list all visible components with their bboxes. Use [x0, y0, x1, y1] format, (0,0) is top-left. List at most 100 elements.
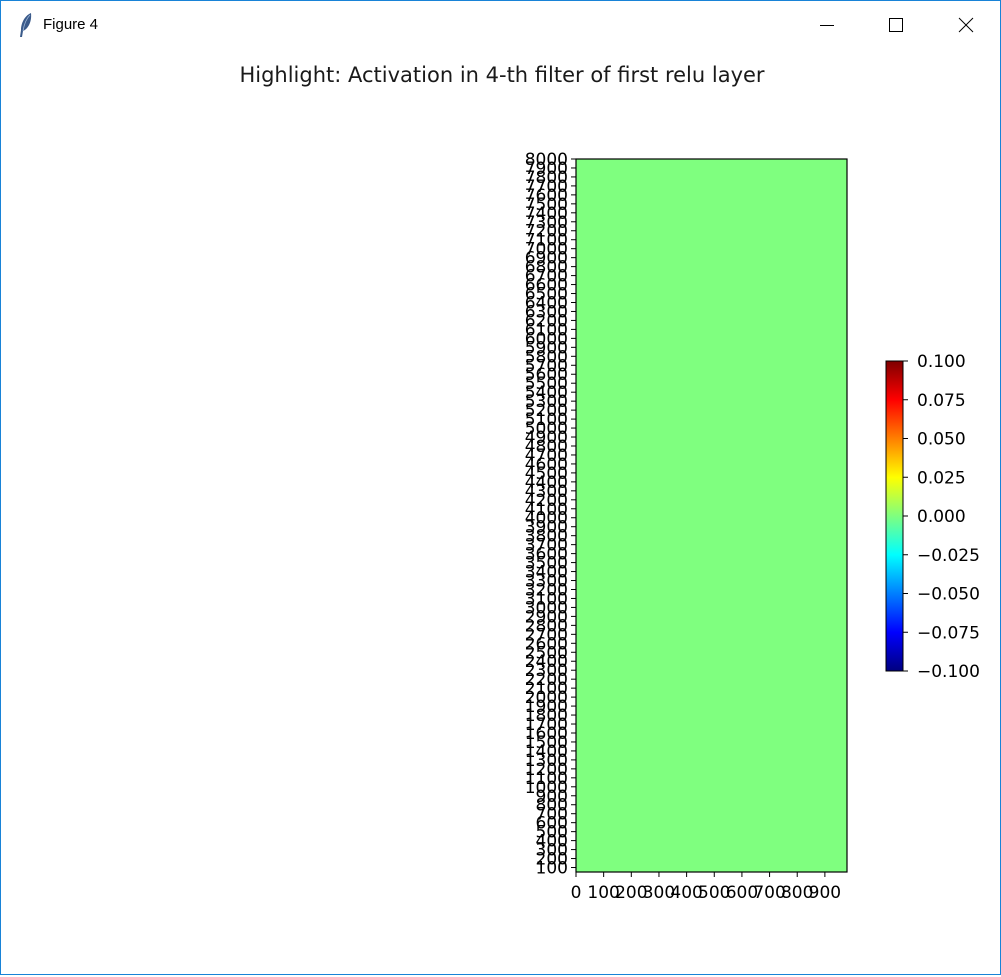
y-tick-label: 5600: [525, 365, 568, 385]
colorbar-tick-label: 0.000: [917, 507, 966, 527]
y-tick-label: 7300: [525, 213, 568, 233]
x-tick-label: 900: [809, 883, 841, 903]
y-tick-label: 4700: [525, 446, 568, 466]
y-tick-label: 6900: [525, 249, 568, 269]
y-tick-label: 300: [536, 841, 568, 861]
y-tick-label: 7600: [525, 186, 568, 206]
x-tick-label: 300: [643, 883, 675, 903]
title-bar[interactable]: Figure 4: [1, 1, 1000, 49]
y-tick-label: 6200: [525, 311, 568, 331]
heatmap-cell: [576, 159, 847, 872]
y-tick-label: 2000: [525, 688, 568, 708]
y-tick-label: 5700: [525, 356, 568, 376]
x-tick-label: 800: [781, 883, 813, 903]
y-tick-label: 6800: [525, 258, 568, 278]
x-tick-label: 200: [615, 883, 647, 903]
y-tick-label: 5300: [525, 392, 568, 412]
minimize-icon: [820, 25, 834, 26]
y-tick-label: 4900: [525, 428, 568, 448]
y-tick-label: 4300: [525, 482, 568, 502]
y-tick-label: 1500: [525, 733, 568, 753]
colorbar-gradient: [886, 361, 903, 671]
y-tick-label: 4000: [525, 509, 568, 529]
heatmap-chart: Highlight: Activation in 4-th filter of …: [239, 63, 980, 903]
y-tick-label: 2800: [525, 616, 568, 636]
y-tick-label: 1800: [525, 706, 568, 726]
minimize-button[interactable]: [804, 1, 850, 49]
feather-icon: [20, 13, 32, 37]
y-tick-label: 3000: [525, 598, 568, 618]
y-tick-label: 3800: [525, 527, 568, 547]
y-tick-label: 1300: [525, 751, 568, 771]
y-tick-label: 5000: [525, 419, 568, 439]
y-tick-label: 5100: [525, 410, 568, 430]
y-tick-label: 400: [536, 832, 568, 852]
y-tick-label: 800: [536, 796, 568, 816]
y-tick-label: 1900: [525, 697, 568, 717]
y-tick-label: 6300: [525, 302, 568, 322]
y-tick-label: 100: [536, 859, 568, 879]
y-tick-label: 1700: [525, 715, 568, 735]
maximize-button[interactable]: [873, 1, 919, 49]
plot-frame: [575, 158, 848, 873]
y-tick-label: 3100: [525, 589, 568, 609]
y-tick-label: 3300: [525, 572, 568, 592]
y-tick-label: 6100: [525, 320, 568, 340]
y-axis: 1002003004005006007008009001000110012001…: [525, 150, 576, 879]
y-tick-label: 2300: [525, 661, 568, 681]
y-tick-label: 6700: [525, 267, 568, 287]
x-tick-label: 600: [726, 883, 758, 903]
y-tick-label: 7500: [525, 195, 568, 215]
y-tick-label: 2900: [525, 607, 568, 627]
y-tick-label: 6600: [525, 276, 568, 296]
window-title: Figure 4: [43, 16, 99, 33]
axes-frame: [575, 158, 848, 873]
y-tick-label: 7400: [525, 204, 568, 224]
y-tick-label: 6500: [525, 285, 568, 305]
y-tick-label: 4600: [525, 455, 568, 475]
y-tick-label: 5800: [525, 347, 568, 367]
y-tick-label: 8000: [525, 150, 568, 170]
y-tick-label: 2200: [525, 670, 568, 690]
y-tick-label: 700: [536, 805, 568, 825]
y-tick-label: 5900: [525, 338, 568, 358]
y-tick-label: 1600: [525, 724, 568, 744]
y-tick-label: 900: [536, 787, 568, 807]
y-tick-label: 4200: [525, 491, 568, 511]
y-tick-label: 2500: [525, 643, 568, 663]
y-tick-label: 2700: [525, 625, 568, 645]
colorbar-tick-label: 0.075: [917, 391, 966, 411]
close-button[interactable]: [943, 1, 989, 49]
colorbar-tick-label: 0.050: [917, 430, 966, 450]
heatmap-image: [576, 159, 847, 872]
y-tick-label: 600: [536, 814, 568, 834]
colorbar-tick-label: −0.050: [917, 585, 980, 605]
colorbar-tick-label: −0.075: [917, 623, 980, 643]
y-tick-label: 2100: [525, 679, 568, 699]
y-tick-label: 3400: [525, 563, 568, 583]
figure-canvas[interactable]: Highlight: Activation in 4-th filter of …: [2, 49, 1000, 973]
y-tick-label: 2600: [525, 634, 568, 654]
y-tick-label: 1200: [525, 760, 568, 780]
x-tick-label: 500: [698, 883, 730, 903]
y-tick-label: 2400: [525, 652, 568, 672]
y-tick-label: 6000: [525, 329, 568, 349]
y-tick-label: 3900: [525, 518, 568, 538]
y-tick-label: 500: [536, 823, 568, 843]
y-tick-label: 6400: [525, 293, 568, 313]
y-tick-label: 1000: [525, 778, 568, 798]
colorbar-tick-label: 0.025: [917, 468, 966, 488]
y-tick-label: 4800: [525, 437, 568, 457]
x-tick-label: 100: [587, 883, 619, 903]
y-tick-label: 7800: [525, 168, 568, 188]
close-icon: [958, 17, 974, 33]
y-tick-label: 1400: [525, 742, 568, 762]
y-tick-label: 7900: [525, 159, 568, 179]
y-tick-label: 7100: [525, 231, 568, 251]
y-tick-label: 1100: [525, 769, 568, 789]
y-tick-label: 7000: [525, 240, 568, 260]
y-tick-label: 7700: [525, 177, 568, 197]
maximize-icon: [889, 18, 903, 32]
